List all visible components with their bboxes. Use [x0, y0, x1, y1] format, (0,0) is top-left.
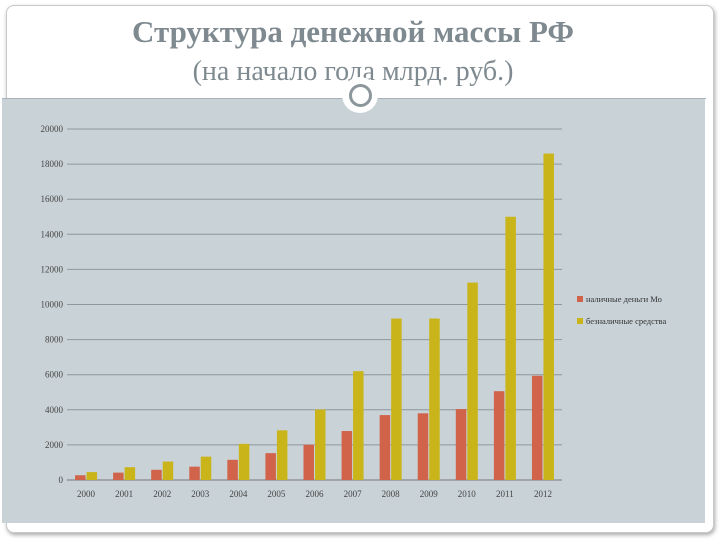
- y-tick-label: 0: [59, 475, 64, 485]
- x-tick-label: 2010: [458, 489, 477, 499]
- bar-noncash-2006: [315, 409, 326, 480]
- bar-cash-2011: [493, 391, 505, 480]
- x-tick-label: 2004: [229, 489, 248, 499]
- x-tick-label: 2012: [534, 489, 552, 499]
- bar-noncash-2007: [353, 371, 364, 480]
- y-tick-label: 18000: [41, 159, 64, 169]
- y-tick-label: 4000: [45, 405, 64, 415]
- bar-cash-2005: [265, 453, 276, 480]
- y-tick-label: 2000: [45, 440, 64, 450]
- ring-icon: [342, 77, 378, 113]
- x-tick-label: 2001: [115, 489, 133, 499]
- x-tick-label: 2006: [306, 489, 325, 499]
- x-tick-label: 2000: [77, 489, 96, 499]
- x-tick-label: 2005: [267, 489, 286, 499]
- bar-cash-2003: [189, 466, 200, 480]
- x-tick-label: 2008: [382, 489, 401, 499]
- bar-noncash-2004: [238, 443, 250, 480]
- chart: 2000018000160001400012000100008000600040…: [41, 124, 667, 499]
- bar-cash-2007: [341, 431, 353, 480]
- bar-cash-2001: [113, 472, 124, 480]
- legend-swatch: [577, 296, 583, 302]
- bars: [75, 153, 554, 480]
- y-tick-label: 20000: [41, 124, 64, 134]
- bar-noncash-2010: [467, 282, 478, 480]
- y-tick-label: 10000: [41, 300, 64, 310]
- bar-cash-2000: [75, 475, 86, 480]
- y-tick-label: 14000: [41, 229, 64, 239]
- bar-noncash-2003: [200, 456, 212, 480]
- y-tick-label: 16000: [41, 194, 64, 204]
- bar-noncash-2001: [124, 467, 136, 480]
- slide-title: Структура денежной массы РФ: [131, 14, 574, 49]
- bar-noncash-2009: [429, 318, 440, 480]
- x-tick-label: 2007: [344, 489, 363, 499]
- bar-noncash-2002: [162, 461, 174, 480]
- gridlines: [67, 128, 562, 481]
- bar-noncash-2012: [543, 153, 554, 480]
- y-axis-ticks: 2000018000160001400012000100008000600040…: [41, 124, 64, 485]
- legend-label: безналичные средства: [586, 316, 666, 326]
- bar-cash-2004: [227, 459, 238, 480]
- y-tick-label: 12000: [41, 264, 64, 274]
- bar-noncash-2000: [86, 472, 98, 480]
- x-tick-label: 2002: [153, 489, 171, 499]
- legend: наличные деньги Мо безналичные средства: [577, 294, 666, 326]
- y-tick-label: 6000: [45, 370, 64, 380]
- bar-cash-2009: [417, 413, 429, 480]
- bar-cash-2008: [379, 415, 391, 480]
- legend-swatch: [577, 318, 583, 324]
- bar-noncash-2005: [276, 430, 288, 480]
- bar-cash-2010: [455, 409, 467, 480]
- bar-cash-2012: [531, 375, 543, 480]
- bar-noncash-2011: [505, 216, 516, 480]
- x-tick-label: 2009: [420, 489, 439, 499]
- legend-label: наличные деньги Мо: [586, 294, 662, 304]
- bar-cash-2006: [303, 444, 314, 480]
- x-tick-label: 2003: [191, 489, 210, 499]
- x-axis-ticks: 2000 2001 2002 2003 2004 2005 2006 2007 2008 2009…: [77, 489, 552, 499]
- bar-noncash-2008: [391, 318, 402, 480]
- x-tick-label: 2011: [496, 489, 514, 499]
- bar-cash-2002: [151, 469, 162, 480]
- y-tick-label: 8000: [45, 335, 64, 345]
